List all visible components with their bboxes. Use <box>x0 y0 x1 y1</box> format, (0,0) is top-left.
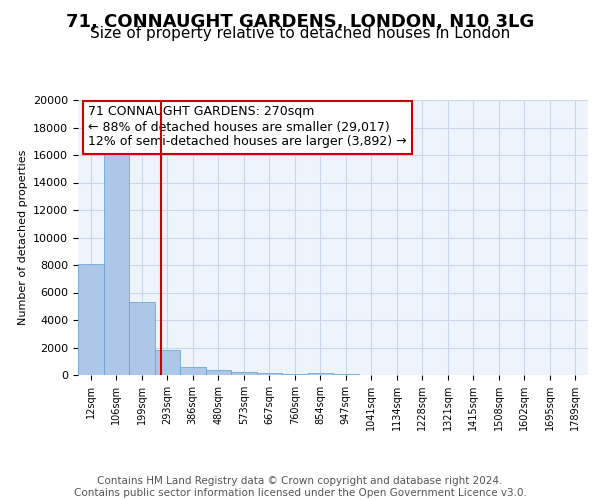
Text: 71, CONNAUGHT GARDENS, LONDON, N10 3LG: 71, CONNAUGHT GARDENS, LONDON, N10 3LG <box>66 12 534 30</box>
Text: 71 CONNAUGHT GARDENS: 270sqm
← 88% of detached houses are smaller (29,017)
12% o: 71 CONNAUGHT GARDENS: 270sqm ← 88% of de… <box>88 106 407 148</box>
Bar <box>180 367 205 375</box>
Bar <box>257 373 282 375</box>
Bar <box>282 374 308 375</box>
Bar <box>129 302 155 375</box>
Bar <box>205 370 231 375</box>
Bar <box>308 373 333 375</box>
Bar <box>231 372 257 375</box>
Bar <box>78 264 104 375</box>
Bar <box>104 148 129 375</box>
Text: Size of property relative to detached houses in London: Size of property relative to detached ho… <box>90 26 510 41</box>
Bar <box>333 374 359 375</box>
Bar <box>155 350 180 375</box>
Text: Contains HM Land Registry data © Crown copyright and database right 2024.
Contai: Contains HM Land Registry data © Crown c… <box>74 476 526 498</box>
Y-axis label: Number of detached properties: Number of detached properties <box>17 150 28 325</box>
